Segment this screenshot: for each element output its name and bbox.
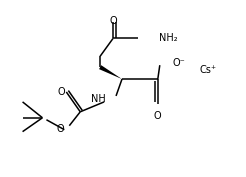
Text: NH: NH — [91, 94, 106, 104]
Text: O: O — [58, 87, 65, 97]
Text: O: O — [154, 111, 162, 121]
Polygon shape — [99, 65, 122, 79]
Text: O⁻: O⁻ — [173, 58, 185, 68]
Text: O: O — [109, 16, 117, 25]
Text: O: O — [57, 124, 64, 134]
Text: NH₂: NH₂ — [159, 33, 177, 43]
Text: Cs⁺: Cs⁺ — [200, 65, 217, 75]
